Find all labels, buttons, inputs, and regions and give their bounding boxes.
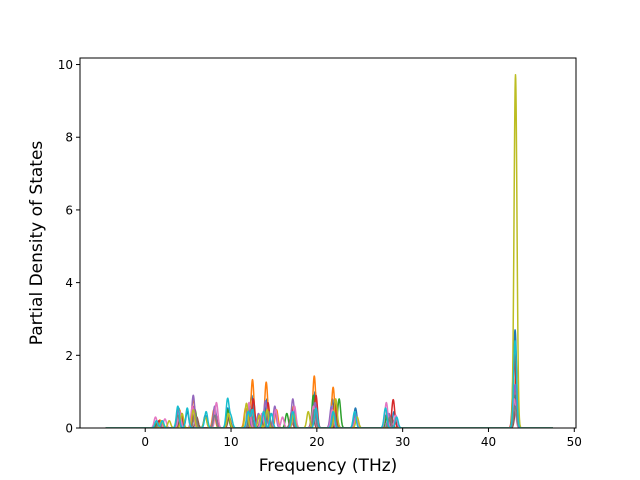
series-line-7 xyxy=(105,398,554,428)
x-tick-label: 50 xyxy=(567,435,582,449)
x-tick-label: 40 xyxy=(481,435,496,449)
x-tick-label: 30 xyxy=(395,435,410,449)
x-tick-label: 20 xyxy=(309,435,324,449)
plot-frame xyxy=(79,57,577,429)
x-axis-label: Frequency (THz) xyxy=(259,456,398,476)
y-tick-label: 6 xyxy=(65,203,73,217)
y-tick-label: 0 xyxy=(65,422,73,436)
x-tick-label: 10 xyxy=(223,435,238,449)
y-axis-ticks: 0 2 4 6 8 10 xyxy=(58,58,80,436)
y-axis-label: Partial Density of States xyxy=(27,141,47,346)
y-tick-label: 10 xyxy=(58,58,73,72)
y-tick-label: 4 xyxy=(65,276,73,290)
y-tick-label: 8 xyxy=(65,131,73,145)
x-tick-label: 0 xyxy=(141,435,149,449)
x-axis-ticks: 0 10 20 30 40 50 xyxy=(141,428,582,449)
y-tick-label: 2 xyxy=(65,349,73,363)
